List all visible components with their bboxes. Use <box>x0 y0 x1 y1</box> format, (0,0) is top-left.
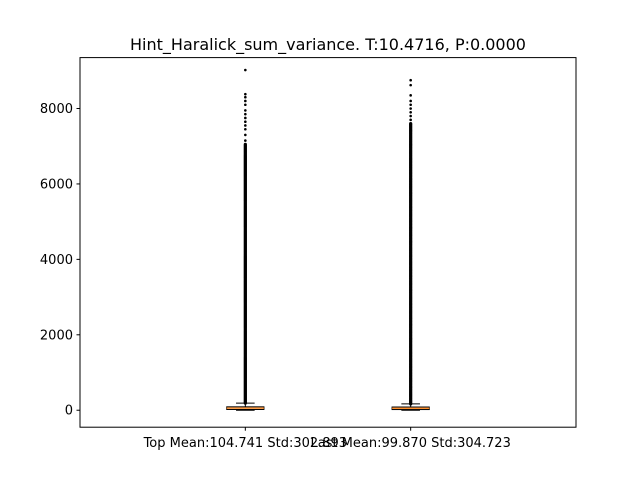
outlier-point <box>243 142 247 146</box>
outlier-point <box>409 114 412 118</box>
outlier-point <box>409 118 412 122</box>
outlier-point <box>409 99 412 103</box>
x-tick-label: Last Mean:99.870 Std:304.723 <box>310 436 510 451</box>
y-tick-label: 0 <box>65 404 73 419</box>
outlier-point <box>409 83 412 87</box>
outlier-point <box>244 127 247 131</box>
y-tick-label: 4000 <box>40 253 73 268</box>
outlier-point <box>244 133 247 137</box>
box-1 <box>226 68 265 411</box>
x-tick-label: Top Mean:104.741 Std:302.893 <box>143 436 348 451</box>
plot-frame <box>79 57 577 428</box>
outlier-point <box>409 122 413 126</box>
outlier-point <box>244 112 247 116</box>
chart-title: Hint_Haralick_sum_variance. T:10.4716, P… <box>130 35 526 55</box>
outlier-point <box>409 94 412 97</box>
y-tick-label: 8000 <box>40 102 73 117</box>
outlier-point <box>244 68 247 72</box>
outlier-point <box>244 92 247 96</box>
outlier-point <box>244 103 247 107</box>
y-tick-label: 2000 <box>40 328 73 343</box>
outlier-point <box>244 109 247 112</box>
outlier-point <box>244 99 247 103</box>
outlier-point <box>409 103 412 107</box>
box-2 <box>391 78 430 411</box>
outlier-point <box>244 95 247 99</box>
outlier-point <box>244 120 247 124</box>
outlier-point <box>244 116 247 120</box>
outlier-point <box>244 139 247 142</box>
outlier-point <box>409 107 412 110</box>
boxes-group <box>226 68 430 411</box>
y-tick-label: 6000 <box>40 177 73 192</box>
outlier-point <box>409 78 412 82</box>
outlier-point <box>244 124 247 127</box>
y-axis: 0 2000 4000 6000 8000 <box>40 102 80 419</box>
outlier-point <box>409 110 412 114</box>
